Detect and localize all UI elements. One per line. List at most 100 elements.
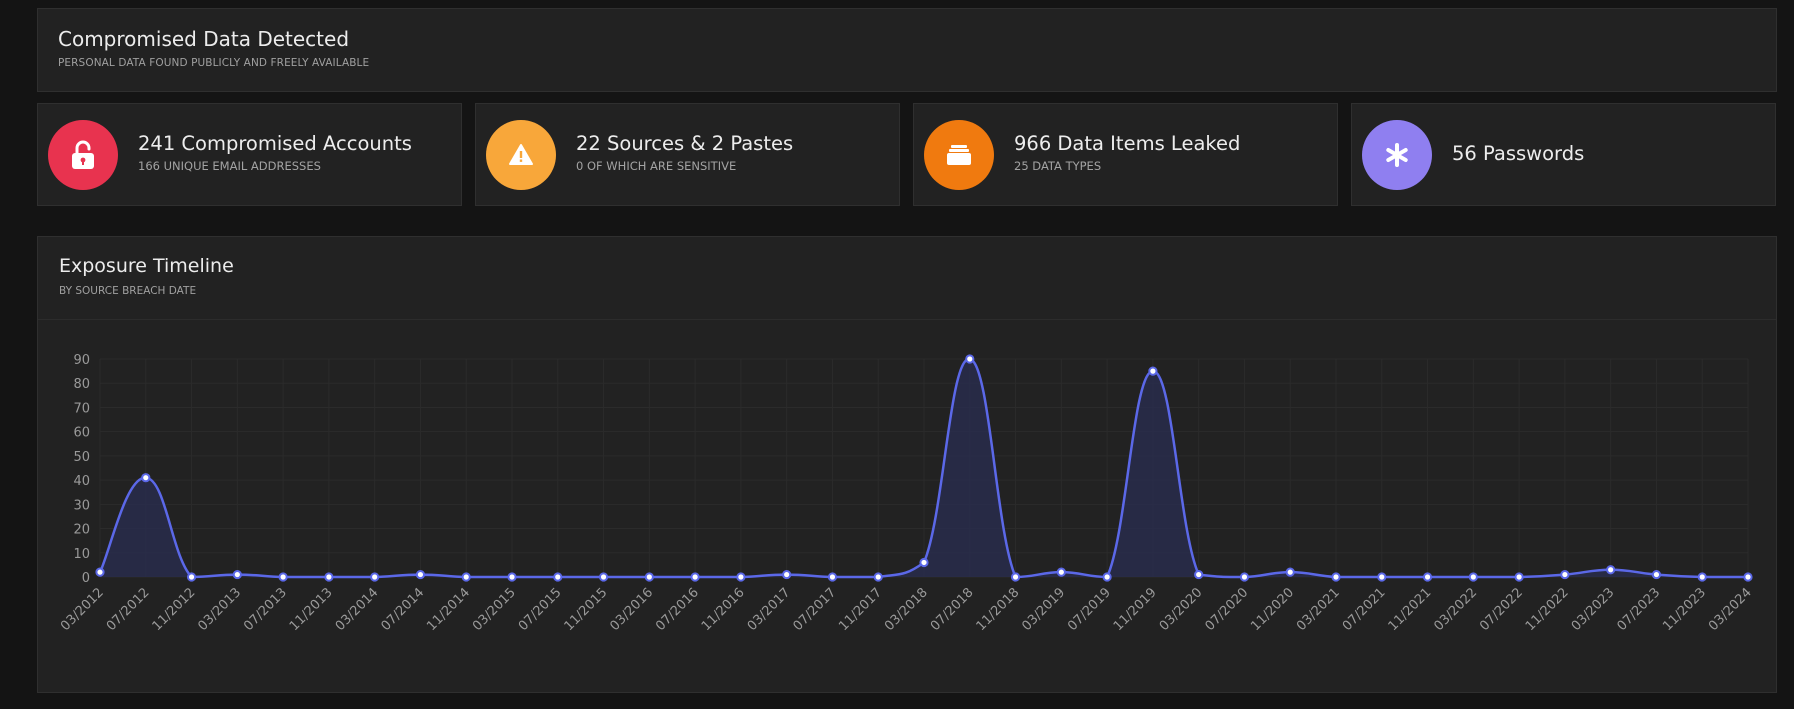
x-tick-label: 11/2021: [1386, 585, 1435, 634]
data-point: [1606, 565, 1616, 575]
data-point: [507, 572, 517, 582]
x-tick-label: 03/2016: [607, 585, 656, 634]
data-point: [1285, 567, 1295, 577]
data-point: [736, 572, 746, 582]
data-point: [1148, 366, 1158, 376]
stat-title: 22 Sources & 2 Pastes: [576, 132, 794, 155]
x-tick-label: 03/2024: [1706, 585, 1755, 634]
x-tick-label: 07/2017: [790, 585, 839, 634]
data-point: [415, 569, 426, 580]
data-point: [186, 572, 197, 582]
data-point: [965, 354, 975, 364]
x-tick-label: 03/2021: [1294, 585, 1343, 634]
data-point: [827, 572, 838, 582]
data-point: [1010, 572, 1021, 582]
x-tick-label: 07/2012: [104, 585, 153, 634]
data-point: [141, 473, 151, 483]
x-tick-label: 07/2015: [516, 585, 565, 634]
stat-title: 966 Data Items Leaked: [1014, 132, 1241, 155]
data-point: [1468, 572, 1478, 582]
x-tick-label: 07/2021: [1340, 585, 1389, 634]
x-tick-label: 11/2019: [1111, 585, 1160, 634]
x-tick-label: 03/2014: [333, 585, 382, 634]
chart-subtitle: BY SOURCE BREACH DATE: [59, 285, 197, 297]
x-tick-label: 11/2016: [699, 585, 748, 634]
exposure-timeline-panel: Exposure Timeline BY SOURCE BREACH DATE …: [37, 236, 1777, 693]
x-tick-label: 07/2013: [241, 585, 290, 634]
y-tick-label: 70: [73, 401, 90, 416]
data-point: [873, 572, 883, 582]
y-tick-label: 20: [73, 523, 90, 538]
data-point: [598, 572, 609, 582]
x-tick-label: 11/2023: [1660, 585, 1709, 634]
y-tick-label: 30: [73, 498, 90, 513]
data-point: [1560, 569, 1570, 580]
x-tick-label: 07/2022: [1477, 585, 1526, 634]
x-tick-label: 11/2013: [287, 585, 336, 634]
stat-subtitle: 166 UNIQUE EMAIL ADDRESSES: [138, 159, 321, 173]
data-point: [782, 569, 792, 580]
data-point: [1422, 572, 1433, 582]
divider: [38, 319, 1776, 320]
x-tick-label: 07/2019: [1065, 585, 1114, 634]
y-tick-label: 40: [73, 474, 90, 489]
stat-title: 241 Compromised Accounts: [138, 132, 412, 155]
data-point: [1331, 572, 1341, 582]
x-tick-label: 07/2014: [378, 585, 427, 634]
data-point: [644, 572, 654, 582]
data-point: [690, 572, 700, 582]
x-tick-label: 11/2014: [424, 585, 473, 634]
x-tick-label: 03/2015: [470, 585, 519, 634]
x-tick-label: 11/2015: [562, 585, 611, 634]
data-point: [553, 572, 563, 582]
data-point: [232, 569, 242, 580]
unlock-icon: [48, 120, 118, 190]
y-tick-label: 60: [73, 426, 90, 441]
y-tick-label: 80: [73, 377, 90, 392]
y-tick-label: 10: [73, 547, 90, 562]
data-point: [324, 572, 334, 582]
x-tick-label: 11/2012: [150, 585, 199, 634]
x-tick-label: 07/2023: [1614, 585, 1663, 634]
y-tick-label: 50: [73, 450, 90, 465]
data-point: [461, 572, 471, 582]
data-point: [1514, 572, 1524, 582]
stat-card-accounts[interactable]: 241 Compromised Accounts 166 UNIQUE EMAI…: [37, 103, 462, 206]
y-tick-label: 90: [73, 353, 90, 368]
x-tick-label: 11/2018: [974, 585, 1023, 634]
page-subtitle: PERSONAL DATA FOUND PUBLICLY AND FREELY …: [58, 57, 370, 69]
stat-card-data-items[interactable]: 966 Data Items Leaked 25 DATA TYPES: [913, 103, 1338, 206]
stat-title: 56 Passwords: [1452, 142, 1585, 165]
stat-subtitle: 0 OF WHICH ARE SENSITIVE: [576, 159, 737, 173]
chart-title: Exposure Timeline: [59, 255, 234, 277]
data-point: [1194, 569, 1204, 580]
stack-icon: [924, 120, 994, 190]
x-tick-label: 03/2022: [1431, 585, 1480, 634]
x-tick-label: 03/2017: [745, 585, 794, 634]
exposure-timeline-chart: 0 10 20 30 40 50 60 70 80 90 03/201207/201211/2012…: [58, 353, 1755, 634]
data-point: [1056, 567, 1066, 577]
data-point: [95, 567, 105, 577]
header-panel: Compromised Data Detected PERSONAL DATA …: [37, 8, 1777, 92]
data-point: [919, 557, 929, 568]
stat-subtitle: 25 DATA TYPES: [1014, 159, 1102, 173]
stat-card-sources[interactable]: 22 Sources & 2 Pastes 0 OF WHICH ARE SEN…: [475, 103, 900, 206]
data-point: [1743, 572, 1753, 582]
data-point: [1377, 572, 1387, 582]
data-point: [278, 572, 288, 582]
x-tick-label: 03/2013: [195, 585, 244, 634]
warning-icon: [486, 120, 556, 190]
asterisk-icon: [1362, 120, 1432, 190]
x-tick-label: 07/2016: [653, 585, 702, 634]
y-tick-label: 0: [82, 571, 90, 586]
x-tick-label: 03/2023: [1569, 585, 1618, 634]
data-point: [1102, 572, 1112, 582]
x-tick-label: 03/2018: [882, 585, 931, 634]
data-point: [370, 572, 380, 582]
data-point: [1651, 569, 1662, 580]
x-tick-label: 07/2018: [928, 585, 977, 634]
x-tick-label: 03/2019: [1019, 585, 1068, 634]
stat-card-passwords[interactable]: 56 Passwords: [1351, 103, 1776, 206]
x-tick-label: 11/2017: [836, 585, 885, 634]
data-point: [1697, 572, 1707, 582]
